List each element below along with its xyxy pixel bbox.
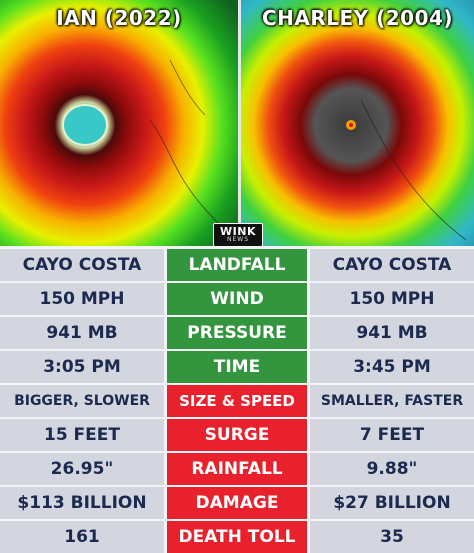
comparison-table: CAYO COSTA LANDFALL CAYO COSTA 150 MPH W… — [0, 246, 474, 553]
ian-value: 26.95" — [0, 453, 164, 485]
ian-value: 3:05 PM — [0, 351, 164, 383]
ian-value: 941 MB — [0, 317, 164, 349]
ian-value: 15 FEET — [0, 419, 164, 451]
charley-value: CAYO COSTA — [310, 249, 474, 281]
category-label: WIND — [167, 283, 307, 315]
category-label: PRESSURE — [167, 317, 307, 349]
ian-value: $113 BILLION — [0, 487, 164, 519]
wink-news-logo: WINK NEWS — [213, 223, 263, 246]
category-label: SIZE & SPEED — [167, 385, 307, 417]
table-row: CAYO COSTA LANDFALL CAYO COSTA — [0, 249, 474, 281]
category-label: SURGE — [167, 419, 307, 451]
category-label: DAMAGE — [167, 487, 307, 519]
charley-value: 150 MPH — [310, 283, 474, 315]
logo-subtext: NEWS — [226, 236, 250, 243]
table-row: 15 FEET SURGE 7 FEET — [0, 419, 474, 451]
ian-value: 150 MPH — [0, 283, 164, 315]
category-label: DEATH TOLL — [167, 521, 307, 553]
logo-text: WINK — [220, 225, 256, 238]
charley-value: 9.88" — [310, 453, 474, 485]
ian-radar-image: IAN (2022) — [0, 0, 238, 246]
category-label: RAINFALL — [167, 453, 307, 485]
charley-value: 3:45 PM — [310, 351, 474, 383]
ian-value: 161 — [0, 521, 164, 553]
charley-value: 35 — [310, 521, 474, 553]
charley-radar-image: CHARLEY (2004) — [241, 0, 474, 246]
category-label: LANDFALL — [167, 249, 307, 281]
table-row: 161 DEATH TOLL 35 — [0, 521, 474, 553]
table-row: 26.95" RAINFALL 9.88" — [0, 453, 474, 485]
charley-title: CHARLEY (2004) — [261, 6, 454, 30]
image-divider — [238, 0, 241, 246]
table-row: $113 BILLION DAMAGE $27 BILLION — [0, 487, 474, 519]
charley-value: 941 MB — [310, 317, 474, 349]
charley-value: 7 FEET — [310, 419, 474, 451]
table-row: 3:05 PM TIME 3:45 PM — [0, 351, 474, 383]
charley-value: $27 BILLION — [310, 487, 474, 519]
ian-value: CAYO COSTA — [0, 249, 164, 281]
table-row: BIGGER, SLOWER SIZE & SPEED SMALLER, FAS… — [0, 385, 474, 417]
ian-value: BIGGER, SLOWER — [0, 385, 164, 417]
charley-value: SMALLER, FASTER — [310, 385, 474, 417]
ian-title: IAN (2022) — [56, 6, 182, 30]
radar-images: IAN (2022) — [0, 0, 474, 246]
category-label: TIME — [167, 351, 307, 383]
table-row: 941 MB PRESSURE 941 MB — [0, 317, 474, 349]
table-row: 150 MPH WIND 150 MPH — [0, 283, 474, 315]
